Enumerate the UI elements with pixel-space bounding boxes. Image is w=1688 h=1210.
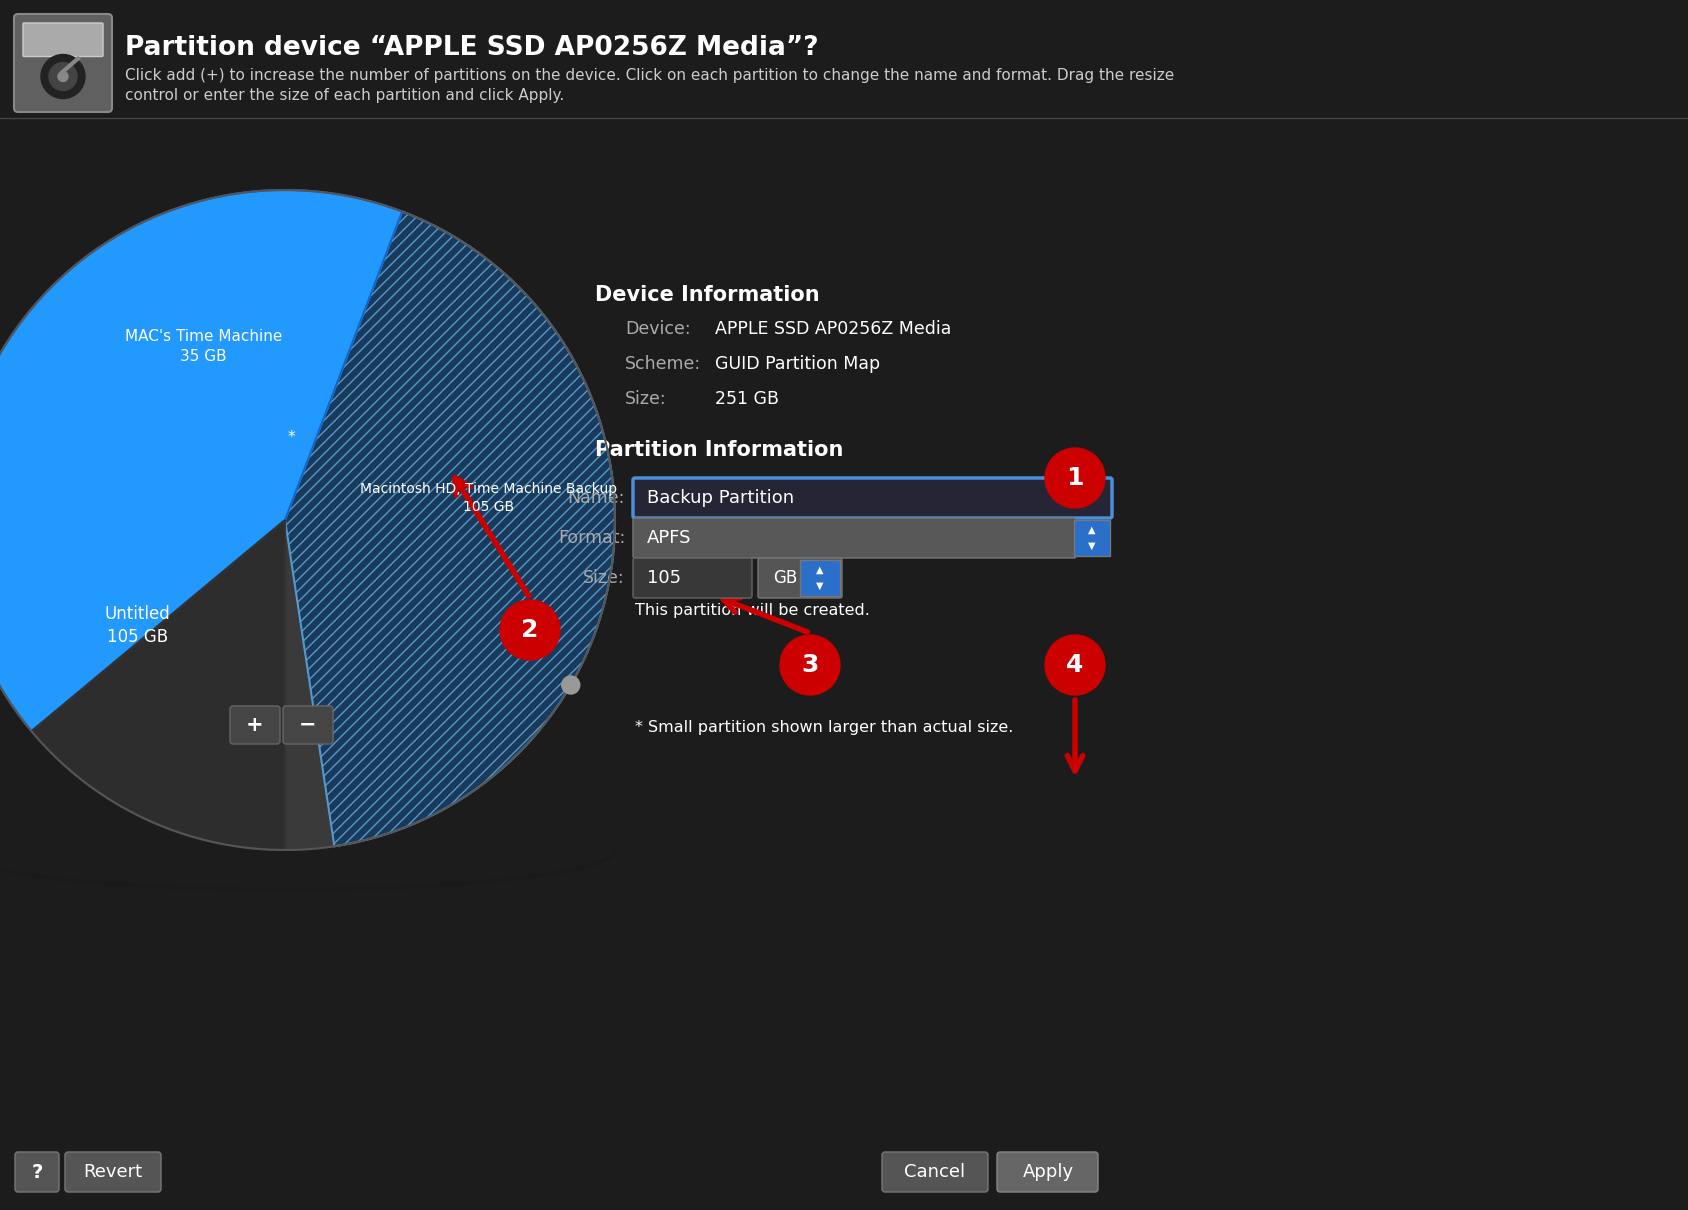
Text: This partition will be created.: This partition will be created. bbox=[635, 603, 869, 617]
FancyBboxPatch shape bbox=[66, 1152, 160, 1192]
Text: Scheme:: Scheme: bbox=[625, 355, 701, 373]
Wedge shape bbox=[285, 520, 334, 849]
Text: Apply: Apply bbox=[1023, 1163, 1074, 1181]
Text: * Small partition shown larger than actual size.: * Small partition shown larger than actu… bbox=[635, 720, 1013, 734]
Text: Click add (+) to increase the number of partitions on the device. Click on each : Click add (+) to increase the number of … bbox=[125, 68, 1175, 83]
FancyBboxPatch shape bbox=[1074, 520, 1111, 557]
Text: GB: GB bbox=[773, 569, 797, 587]
Text: 3: 3 bbox=[802, 653, 819, 678]
Text: Device:: Device: bbox=[625, 319, 690, 338]
Text: 2: 2 bbox=[522, 618, 538, 643]
Wedge shape bbox=[32, 520, 285, 849]
Text: ?: ? bbox=[32, 1163, 42, 1181]
Circle shape bbox=[562, 676, 579, 695]
Text: Partition device “APPLE SSD AP0256Z Media”?: Partition device “APPLE SSD AP0256Z Medi… bbox=[125, 35, 819, 60]
FancyBboxPatch shape bbox=[633, 478, 1112, 518]
Text: 1: 1 bbox=[1067, 466, 1084, 490]
FancyBboxPatch shape bbox=[800, 560, 841, 597]
Text: Device Information: Device Information bbox=[594, 286, 820, 305]
Text: Partition Information: Partition Information bbox=[594, 440, 844, 460]
Text: Name:: Name: bbox=[567, 489, 625, 507]
Circle shape bbox=[41, 54, 84, 98]
Circle shape bbox=[49, 63, 78, 91]
FancyBboxPatch shape bbox=[998, 1152, 1097, 1192]
Text: +: + bbox=[246, 715, 263, 734]
Text: −: − bbox=[299, 715, 317, 734]
FancyBboxPatch shape bbox=[633, 558, 751, 598]
FancyBboxPatch shape bbox=[15, 1152, 59, 1192]
FancyBboxPatch shape bbox=[758, 558, 842, 598]
Text: Size:: Size: bbox=[625, 390, 667, 408]
Text: ▼: ▼ bbox=[817, 581, 824, 590]
Text: MAC's Time Machine
35 GB: MAC's Time Machine 35 GB bbox=[125, 329, 282, 364]
Wedge shape bbox=[0, 190, 402, 731]
Text: ▲: ▲ bbox=[817, 565, 824, 575]
Text: Format:: Format: bbox=[557, 529, 625, 547]
FancyBboxPatch shape bbox=[883, 1152, 987, 1192]
Wedge shape bbox=[285, 212, 614, 846]
Text: APPLE SSD AP0256Z Media: APPLE SSD AP0256Z Media bbox=[716, 319, 952, 338]
Text: Backup Partition: Backup Partition bbox=[647, 489, 793, 507]
Text: APFS: APFS bbox=[647, 529, 692, 547]
Text: ▲: ▲ bbox=[1089, 525, 1096, 535]
Text: control or enter the size of each partition and click Apply.: control or enter the size of each partit… bbox=[125, 88, 564, 103]
FancyBboxPatch shape bbox=[633, 518, 1075, 558]
Text: Size:: Size: bbox=[584, 569, 625, 587]
Circle shape bbox=[500, 600, 560, 659]
Text: 4: 4 bbox=[1067, 653, 1084, 678]
Text: 251 GB: 251 GB bbox=[716, 390, 778, 408]
Text: Cancel: Cancel bbox=[905, 1163, 966, 1181]
Text: 105: 105 bbox=[647, 569, 682, 587]
Text: ▼: ▼ bbox=[1089, 541, 1096, 551]
Text: Macintosh HD, Time Machine Backup
105 GB: Macintosh HD, Time Machine Backup 105 GB bbox=[360, 482, 618, 514]
FancyBboxPatch shape bbox=[284, 705, 333, 744]
Text: *: * bbox=[287, 431, 295, 445]
FancyBboxPatch shape bbox=[24, 23, 103, 57]
Circle shape bbox=[57, 71, 68, 81]
Circle shape bbox=[780, 635, 841, 695]
Circle shape bbox=[1045, 635, 1106, 695]
Circle shape bbox=[1045, 448, 1106, 508]
Text: Revert: Revert bbox=[83, 1163, 142, 1181]
Text: Untitled
105 GB: Untitled 105 GB bbox=[105, 605, 170, 646]
FancyBboxPatch shape bbox=[230, 705, 280, 744]
Text: GUID Partition Map: GUID Partition Map bbox=[716, 355, 879, 373]
FancyBboxPatch shape bbox=[14, 15, 111, 113]
